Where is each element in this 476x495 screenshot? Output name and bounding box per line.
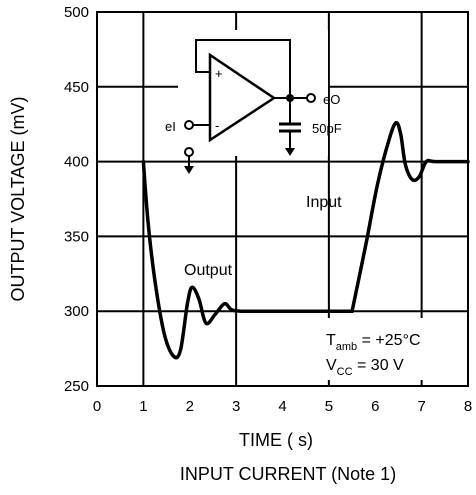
- y-tick-label: 250: [64, 378, 89, 395]
- plot-frame: [96, 11, 469, 387]
- x-tick-label: 2: [186, 398, 194, 415]
- vcc-condition: VCC = 30 V: [326, 357, 404, 378]
- x-tick-label: 3: [232, 398, 240, 415]
- y-axis-label: OUTPUT VOLTAGE (mV): [8, 96, 28, 301]
- op-amp-symbol: [208, 52, 277, 143]
- y-tick-label: 300: [64, 303, 89, 320]
- x-tick-label: 1: [139, 398, 147, 415]
- ground-terminal: [184, 147, 194, 157]
- output-label: eO: [323, 92, 340, 107]
- x-tick-label: 7: [417, 398, 425, 415]
- data-series: [141, 120, 470, 360]
- cap-label: 50pF: [312, 121, 342, 136]
- chart-caption: INPUT CURRENT (Note 1): [180, 464, 396, 484]
- input-annotation: Input: [306, 194, 342, 211]
- minus-sign: -: [215, 118, 219, 133]
- x-tick-label: 8: [464, 398, 472, 415]
- x-tick-label: 4: [278, 398, 286, 415]
- input-label: eI: [165, 119, 176, 134]
- x-axis-label: TIME ( s): [239, 430, 313, 450]
- tick-labels: 250 300 350 400 450 500 0 1 2 3 4 5 6 7 8: [64, 4, 472, 415]
- output-annotation: Output: [184, 262, 233, 279]
- y-tick-label: 500: [64, 4, 89, 21]
- y-tick-label: 450: [64, 79, 89, 96]
- ground-icon: [184, 166, 194, 174]
- plus-sign: +: [215, 66, 223, 81]
- x-tick-label: 6: [371, 398, 379, 415]
- circuit-inset: + - eO 50pF eI: [165, 30, 342, 174]
- y-tick-label: 350: [64, 228, 89, 245]
- x-tick-label: 5: [325, 398, 333, 415]
- feedback-wire: [195, 39, 291, 98]
- input-terminal: [184, 120, 194, 130]
- series-line-2: [350, 120, 470, 313]
- series-line-1: [141, 159, 354, 360]
- y-tick-label: 400: [64, 154, 89, 171]
- cap-ground-icon: [285, 148, 295, 156]
- output-terminal: [306, 93, 316, 103]
- conditions-background: [318, 318, 466, 380]
- temperature-condition: Tamb = +25°C: [326, 332, 421, 353]
- x-tick-label: 0: [93, 398, 101, 415]
